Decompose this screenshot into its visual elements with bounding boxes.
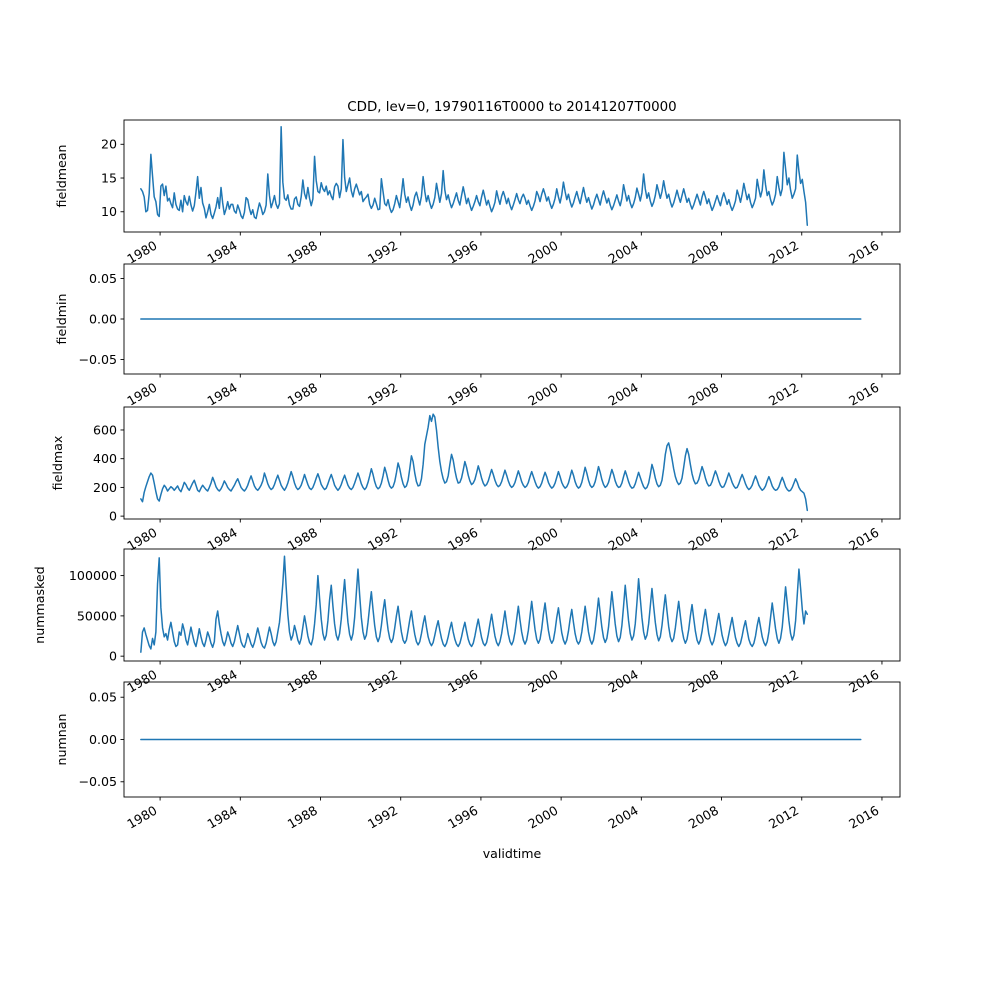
xtick-label-fieldmean: 1980 [124, 238, 159, 267]
subplot-nummasked: 0 50000 100000 1980 1984 1988 1992 1996 2000 2004… [32, 548, 901, 696]
subplot-fieldmean: 10 15 20 1980 1984 1988 1992 1996 2000 2004 2008 20… [54, 119, 901, 267]
ytick-label-fieldmean: 10 [101, 204, 117, 219]
xtick-label-nummasked: 1996 [445, 667, 480, 696]
xtick-label-fieldmean: 1988 [285, 238, 320, 267]
ytick-label-fieldmax: 600 [93, 422, 117, 437]
xtick-label-nummasked: 2012 [766, 667, 801, 696]
xtick-label-fieldmean: 2012 [766, 238, 801, 267]
xtick-label-nummasked: 2000 [525, 667, 560, 696]
xtick-label-nummasked: 1992 [365, 667, 400, 696]
xtick-label-fieldmean: 1996 [445, 238, 480, 267]
xtick-label-fieldmin: 2008 [686, 380, 721, 409]
data-line-fieldmean [140, 126, 809, 226]
xtick-label-numnan: 1996 [445, 803, 480, 832]
ylabel-fieldmean: fieldmean [54, 145, 69, 208]
data-line-nummasked [140, 555, 809, 653]
ytick-label-numnan: −0.05 [78, 774, 117, 789]
ylabel-numnan: numnan [54, 714, 69, 766]
subplot-numnan: −0.05 0.00 0.05 1980 1984 1988 1992 1996 2000 200… [54, 681, 901, 832]
xtick-label-nummasked: 1988 [285, 667, 320, 696]
xtick-label-numnan: 1988 [285, 803, 320, 832]
ytick-label-fieldmax: 200 [93, 480, 117, 495]
ytick-label-numnan: 0.05 [89, 690, 117, 705]
xtick-label-numnan: 2000 [525, 803, 560, 832]
xtick-label-nummasked: 2008 [686, 667, 721, 696]
xtick-label-numnan: 1984 [205, 803, 240, 832]
xtick-label-fieldmean: 2004 [606, 238, 641, 267]
figure-title: CDD, lev=0, 19790116T0000 to 20141207T00… [347, 100, 676, 115]
xtick-label-fieldmin: 1996 [445, 380, 480, 409]
xtick-label-fieldmin: 1980 [124, 380, 159, 409]
xtick-label-fieldmin: 2016 [846, 380, 881, 409]
xtick-label-nummasked: 2004 [606, 667, 641, 696]
ylabel-nummasked: nummasked [32, 566, 47, 643]
xtick-label-nummasked: 1984 [205, 667, 240, 696]
axes-frame-fieldmean [123, 119, 901, 233]
ytick-label-fieldmin: −0.05 [78, 352, 117, 367]
ytick-label-fieldmean: 20 [101, 137, 117, 152]
ytick-label-nummasked: 100000 [69, 568, 117, 583]
ytick-label-nummasked: 0 [109, 649, 117, 664]
xtick-label-nummasked: 1980 [124, 667, 159, 696]
subplot-fieldmin: −0.05 0.00 0.05 1980 1984 1988 1992 1996 2000 200… [54, 263, 901, 409]
xtick-label-fieldmean: 2016 [846, 238, 881, 267]
xtick-label-numnan: 2008 [686, 803, 721, 832]
xtick-label-fieldmin: 2000 [525, 380, 560, 409]
axes-frame-nummasked [123, 548, 901, 662]
data-line-fieldmax [140, 413, 809, 512]
ytick-label-fieldmax: 0 [109, 509, 117, 524]
xtick-label-fieldmean: 2008 [686, 238, 721, 267]
xtick-label-numnan: 2016 [846, 803, 881, 832]
xtick-label-fieldmean: 1992 [365, 238, 400, 267]
xtick-label-numnan: 2004 [606, 803, 641, 832]
ytick-label-nummasked: 50000 [77, 608, 117, 623]
xtick-label-fieldmin: 1984 [205, 380, 240, 409]
xtick-label-fieldmean: 2000 [525, 238, 560, 267]
xtick-label-fieldmin: 1992 [365, 380, 400, 409]
ytick-label-fieldmean: 15 [101, 170, 117, 185]
xtick-label-fieldmin: 1988 [285, 380, 320, 409]
xtick-label-fieldmin: 2004 [606, 380, 641, 409]
ylabel-fieldmin: fieldmin [54, 294, 69, 345]
ylabel-fieldmax: fieldmax [50, 435, 65, 490]
xaxis-label: validtime [483, 846, 542, 861]
xtick-label-fieldmean: 1984 [205, 238, 240, 267]
xtick-label-numnan: 1992 [365, 803, 400, 832]
xtick-label-nummasked: 2016 [846, 667, 881, 696]
xtick-label-numnan: 1980 [124, 803, 159, 832]
axes-frame-fieldmax [123, 406, 901, 520]
xtick-label-numnan: 2012 [766, 803, 801, 832]
ytick-label-numnan: 0.00 [89, 732, 117, 747]
ytick-label-fieldmin: 0.05 [89, 271, 117, 286]
ytick-label-fieldmax: 400 [93, 451, 117, 466]
xtick-label-fieldmin: 2012 [766, 380, 801, 409]
ytick-label-fieldmin: 0.00 [89, 311, 117, 326]
